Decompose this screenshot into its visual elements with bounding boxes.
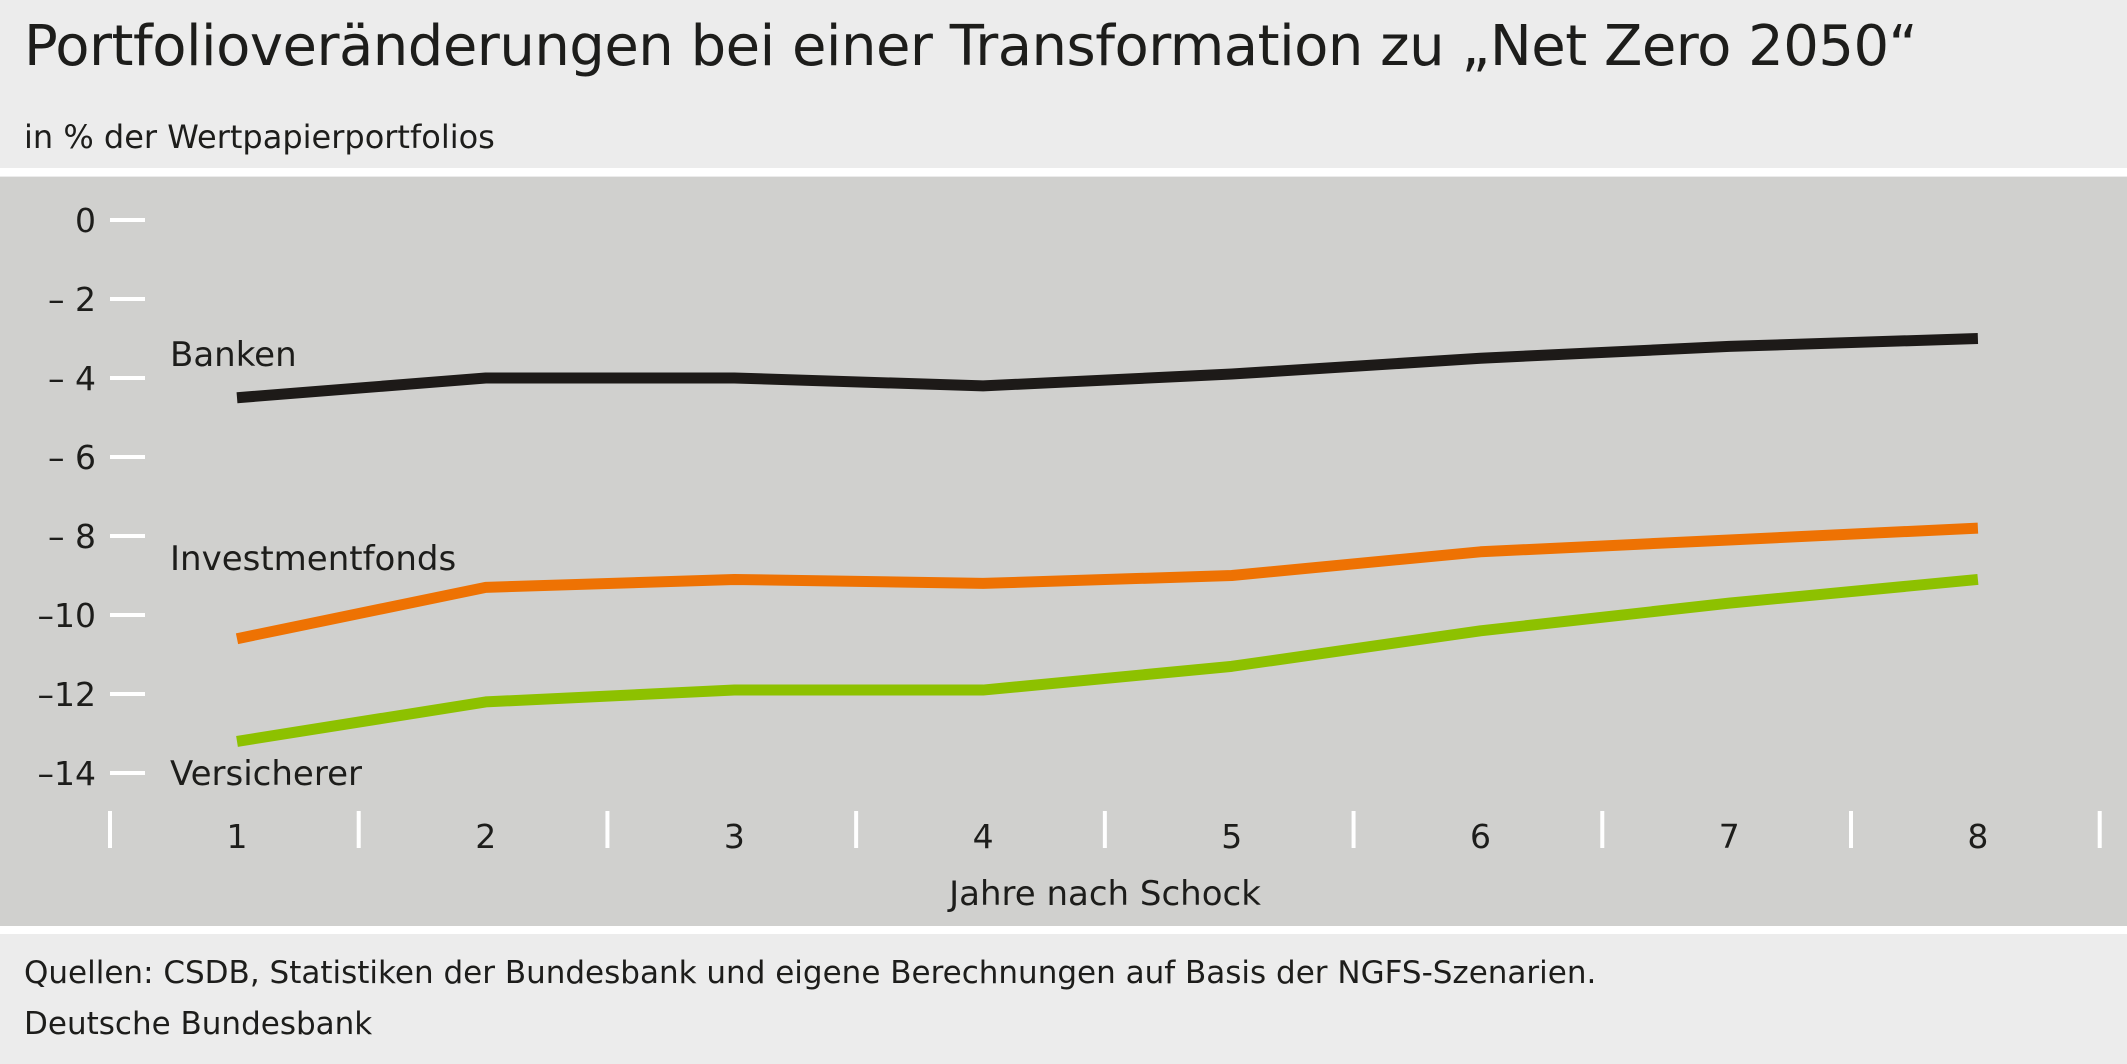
x-axis-label: Jahre nach Schock — [947, 874, 1261, 914]
y-tick-label: –10 — [38, 596, 97, 635]
x-tick-label: 6 — [1470, 817, 1491, 856]
series-line-investmentfonds — [235, 522, 1979, 645]
y-tick-label: – 4 — [48, 359, 96, 398]
chart-subtitle: in % der Wertpapierportfolios — [24, 118, 495, 156]
x-tick-label: 5 — [1221, 817, 1242, 856]
plot-area — [0, 177, 2127, 927]
series-label: Investmentfonds — [170, 539, 456, 579]
x-tick-label: 4 — [973, 817, 994, 856]
publisher: Deutsche Bundesbank — [24, 1006, 373, 1042]
x-tick-label: 1 — [227, 817, 248, 856]
x-tick-label: 7 — [1719, 817, 1740, 856]
chart-title: Portfolioveränderungen bei einer Transfo… — [24, 14, 1918, 79]
x-tick-label: 3 — [724, 817, 745, 856]
x-tick-label: 8 — [1967, 817, 1988, 856]
series-line-versicherer — [236, 573, 1979, 747]
y-tick-label: –12 — [38, 675, 97, 714]
series-label: Banken — [170, 335, 297, 375]
source-note: Quellen: CSDB, Statistiken der Bundesban… — [24, 955, 1597, 991]
x-tick-label: 2 — [475, 817, 496, 856]
y-tick-label: – 2 — [48, 280, 96, 319]
y-tick-label: –14 — [38, 754, 97, 793]
divider — [0, 926, 2127, 934]
series-line-banken — [236, 333, 1979, 404]
series-label: Versicherer — [170, 754, 362, 794]
divider — [0, 168, 2127, 176]
y-tick-label: 0 — [75, 201, 96, 240]
y-tick-label: – 6 — [48, 438, 96, 477]
y-tick-label: – 8 — [48, 517, 96, 556]
